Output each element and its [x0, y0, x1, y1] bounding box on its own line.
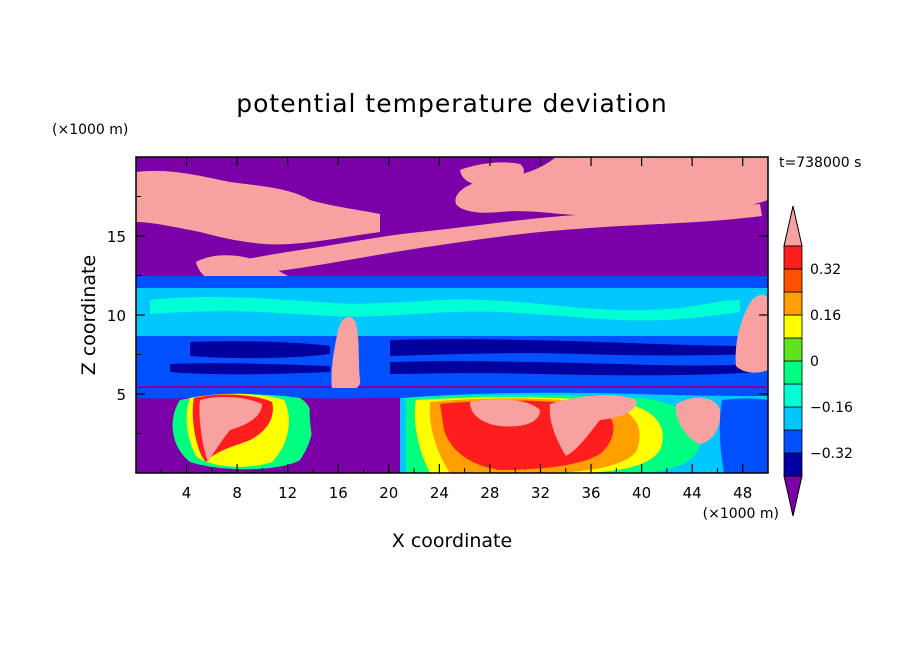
field-plume-right-pink-1 [470, 399, 540, 427]
x-tick-label: 48 [733, 484, 752, 502]
field-plume-right-pink-2 [549, 395, 637, 456]
field-lower-right-strip [719, 398, 768, 473]
x-tick-label: 4 [182, 484, 192, 502]
field-pink-column-right [735, 294, 768, 373]
colorbar-bin [783, 245, 803, 270]
colorbar-bin [783, 268, 803, 293]
field-cyan-light-patches [150, 296, 740, 321]
x-tick-label: 20 [379, 484, 398, 502]
colorbar-label: −0.16 [810, 400, 853, 416]
field-upper-pink-blob [460, 162, 524, 187]
field-upper-pink-cap-right [455, 157, 768, 217]
colorbar-label: 0.16 [810, 308, 841, 324]
colorbar-bin [783, 291, 803, 316]
x-unit-label: (×1000 m) [703, 506, 779, 522]
y-axis-ticks: 5 10 15 [107, 196, 768, 434]
y-tick-label: 5 [116, 386, 126, 404]
colorbar-bin [783, 406, 803, 431]
x-tick-label: 16 [329, 484, 348, 502]
x-tick-label: 28 [480, 484, 499, 502]
x-tick-label: 32 [531, 484, 550, 502]
colorbar-bin [783, 337, 803, 362]
y-tick-label: 15 [107, 228, 126, 246]
colorbar-label: 0 [810, 354, 819, 370]
x-axis-label: X coordinate [392, 530, 512, 552]
field-plume-right-pink-3 [675, 397, 721, 444]
colorbar-label: −0.32 [810, 446, 853, 462]
chart-title: potential temperature deviation [236, 89, 667, 118]
colorbar-over-triangle [783, 205, 803, 247]
colorbar-bin [783, 429, 803, 454]
colorbar-under-triangle [783, 475, 803, 517]
x-tick-label: 24 [430, 484, 449, 502]
x-axis-ticks: 4 8 12 16 20 24 28 32 36 40 44 48 [160, 157, 752, 502]
x-tick-label: 44 [683, 484, 702, 502]
colorbar-bin [783, 383, 803, 408]
x-tick-label: 36 [581, 484, 600, 502]
colorbar-label: 0.32 [810, 262, 841, 278]
field-lower-purple-gap [309, 398, 397, 473]
x-tick-label: 12 [278, 484, 297, 502]
field-pink-filament [200, 204, 762, 282]
y-axis-label: Z coordinate [78, 255, 100, 375]
colorbar-bin [783, 360, 803, 385]
colorbar-bin [783, 314, 803, 339]
y-unit-label: (×1000 m) [52, 122, 128, 138]
x-tick-label: 8 [232, 484, 242, 502]
x-tick-label: 40 [632, 484, 651, 502]
field-pink-column-left [331, 316, 361, 392]
colorbar: 0.32 0.16 0 −0.16 −0.32 [783, 205, 853, 517]
field-darkblue-streaks [170, 339, 760, 376]
field-plume-left-pink [199, 397, 262, 462]
plot-area [136, 157, 768, 473]
colorbar-bin [783, 452, 803, 477]
time-label: t=738000 s [779, 155, 861, 171]
y-tick-label: 10 [107, 307, 126, 325]
field-upper-pink-cap-left [136, 170, 380, 245]
field-band-blue-upper [136, 276, 768, 290]
